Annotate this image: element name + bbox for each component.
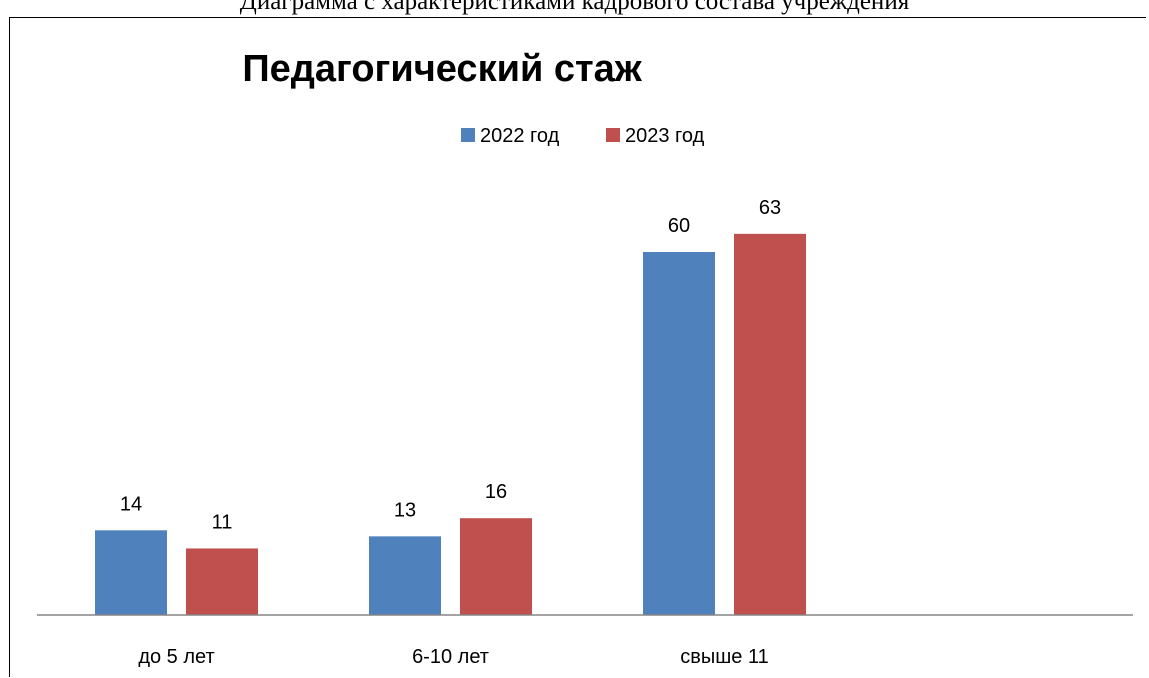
legend-swatch-1 xyxy=(461,128,475,142)
data-label: 14 xyxy=(120,493,142,515)
chart-title: Педагогический стаж xyxy=(242,48,642,90)
bar-1-series-1 xyxy=(95,530,167,615)
data-label: 11 xyxy=(212,511,233,533)
data-label: 16 xyxy=(485,481,507,503)
bar-2-series-1 xyxy=(369,536,441,615)
bar-3-series-1 xyxy=(643,252,715,615)
chart-frame: Педагогический стаж 2022 год 2023 год 14 1… xyxy=(9,17,1146,677)
data-label: 63 xyxy=(759,197,781,219)
x-tick-label: свыше 11 xyxy=(680,646,769,668)
data-labels-group: 14 11 13 16 60 63 xyxy=(120,197,781,534)
page-caption: Диаграмма с характеристиками кадрового с… xyxy=(239,0,910,15)
legend: 2022 год 2023 год xyxy=(461,125,705,147)
legend-label-2: 2023 год xyxy=(625,125,705,147)
x-tick-labels: до 5 лет 6-10 лет свыше 11 xyxy=(138,646,768,668)
bars-group xyxy=(95,233,806,615)
x-tick-label: 6-10 лет xyxy=(412,646,489,668)
bar-2-series-2 xyxy=(460,518,532,615)
bar-3-series-2 xyxy=(734,233,806,615)
data-label: 60 xyxy=(668,215,690,237)
bar-chart: Педагогический стаж 2022 год 2023 год 141… xyxy=(37,48,1133,668)
bar-1-series-2 xyxy=(186,548,258,615)
legend-swatch-2 xyxy=(606,128,620,142)
legend-label-1: 2022 год xyxy=(480,125,560,147)
data-label: 13 xyxy=(394,499,416,521)
x-tick-label: до 5 лет xyxy=(138,646,214,668)
